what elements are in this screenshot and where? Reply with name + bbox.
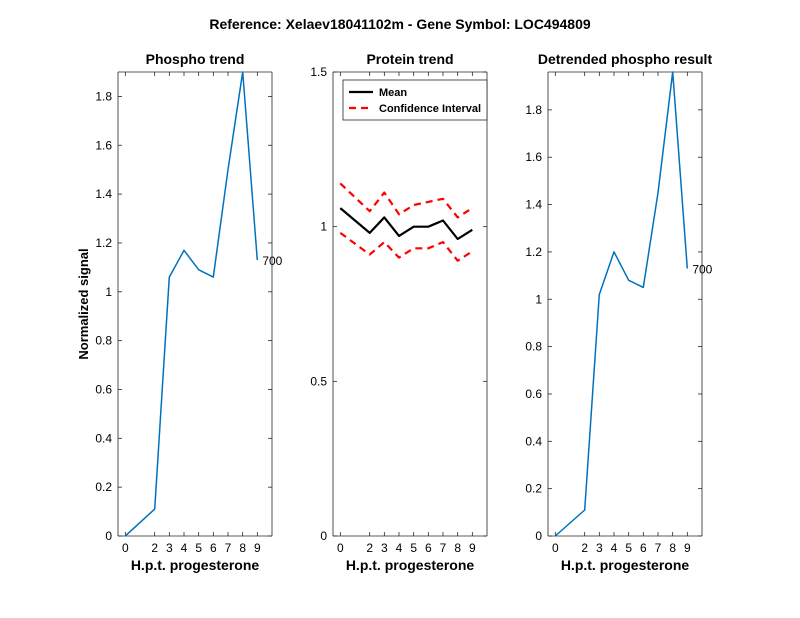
chart-panel-2: 0 2 3 4 5 6 7 8 9 0 0.5 1 1.5 Protein trend H.p.t. pro… [310, 51, 488, 573]
series-line-3 [339, 232, 473, 262]
y-tick-label: 1 [105, 285, 112, 299]
y-tick-label: 0.4 [525, 434, 542, 448]
legend-entry-label: Mean [379, 87, 407, 99]
x-axis-label: H.p.t. progesterone [131, 557, 260, 573]
chart-panel-3: 0 2 3 4 5 6 7 8 9 0 0.2 0.4 0.6 0.8 1 1.2 1.4 1.6 1.8 Detre… [525, 51, 712, 573]
y-tick-label: 0 [105, 529, 112, 543]
y-tick-label: 1.4 [525, 198, 542, 212]
x-tick-label: 2 [151, 541, 158, 555]
x-tick-label: 4 [611, 541, 618, 555]
x-tick-label: 0 [122, 541, 129, 555]
plot-area [333, 72, 487, 536]
y-tick-label: 0.6 [95, 382, 112, 396]
y-tick-label: 1.6 [95, 138, 112, 152]
x-tick-label: 2 [581, 541, 588, 555]
x-tick-label: 9 [684, 541, 691, 555]
x-tick-label: 8 [239, 541, 246, 555]
x-tick-label: 0 [337, 541, 344, 555]
y-tick-label: 0 [535, 529, 542, 543]
y-tick-label: 1.6 [525, 150, 542, 164]
x-tick-label: 3 [381, 541, 388, 555]
chart-panel-1: 0 2 3 4 5 6 7 8 9 0 0.2 0.4 0.6 0.8 1 1.2 1.4 1.6 1.8 Phosp… [76, 51, 283, 573]
chart-title: Phospho trend [146, 51, 245, 67]
x-tick-label: 7 [655, 541, 662, 555]
y-tick-label: 0.2 [95, 480, 112, 494]
y-tick-label: 0.8 [525, 340, 542, 354]
x-axis-label: H.p.t. progesterone [561, 557, 690, 573]
legend-box [342, 79, 488, 121]
x-tick-label: 5 [195, 541, 202, 555]
y-tick-label: 1.2 [525, 245, 542, 259]
figure-suptitle: Reference: Xelaev18041102m - Gene Symbol… [209, 16, 591, 32]
x-axis-label: H.p.t. progesterone [346, 557, 475, 573]
x-tick-label: 9 [469, 541, 476, 555]
x-tick-label: 9 [254, 541, 261, 555]
x-tick-label: 2 [366, 541, 373, 555]
chart-title: Protein trend [366, 51, 453, 67]
y-tick-label: 0.6 [525, 387, 542, 401]
y-tick-label: 0.5 [310, 374, 327, 388]
x-tick-label: 6 [425, 541, 432, 555]
y-tick-label: 0.8 [95, 334, 112, 348]
x-tick-label: 4 [181, 541, 188, 555]
x-tick-label: 8 [669, 541, 676, 555]
series-line-1 [554, 71, 689, 537]
x-tick-label: 5 [410, 541, 417, 555]
y-tick-label: 0.4 [95, 431, 112, 445]
x-tick-label: 0 [552, 541, 559, 555]
x-tick-label: 8 [454, 541, 461, 555]
chart-title: Detrended phospho result [538, 51, 713, 67]
x-tick-label: 6 [640, 541, 647, 555]
x-tick-label: 7 [440, 541, 447, 555]
series-line-1 [339, 207, 473, 241]
y-axis-label: Normalized signal [76, 248, 91, 359]
y-tick-label: 0.2 [525, 482, 542, 496]
y-tick-label: 1.5 [310, 65, 327, 79]
y-tick-label: 0 [320, 529, 327, 543]
legend: Mean Confidence Interval [342, 79, 488, 121]
y-tick-label: 1 [535, 292, 542, 306]
y-tick-label: 1 [320, 220, 327, 234]
x-tick-label: 6 [210, 541, 217, 555]
x-tick-label: 4 [396, 541, 403, 555]
data-annotation: 700 [692, 262, 712, 276]
x-tick-label: 3 [596, 541, 603, 555]
chart-panels: 0 2 3 4 5 6 7 8 900.20.40.60.811.21.41.61.8Phosp… [76, 51, 713, 573]
x-tick-label: 5 [625, 541, 632, 555]
x-tick-label: 3 [166, 541, 173, 555]
data-annotation: 700 [262, 254, 282, 268]
y-tick-label: 1.8 [525, 103, 542, 117]
legend-entry-label: Confidence Interval [379, 103, 481, 115]
series-line-1 [124, 71, 259, 537]
plot-area [548, 72, 702, 536]
y-tick-label: 1.8 [95, 89, 112, 103]
y-tick-label: 1.4 [95, 187, 112, 201]
y-tick-label: 1.2 [95, 236, 112, 250]
plot-area [118, 72, 272, 536]
x-tick-label: 7 [225, 541, 232, 555]
series-line-2 [339, 182, 473, 219]
